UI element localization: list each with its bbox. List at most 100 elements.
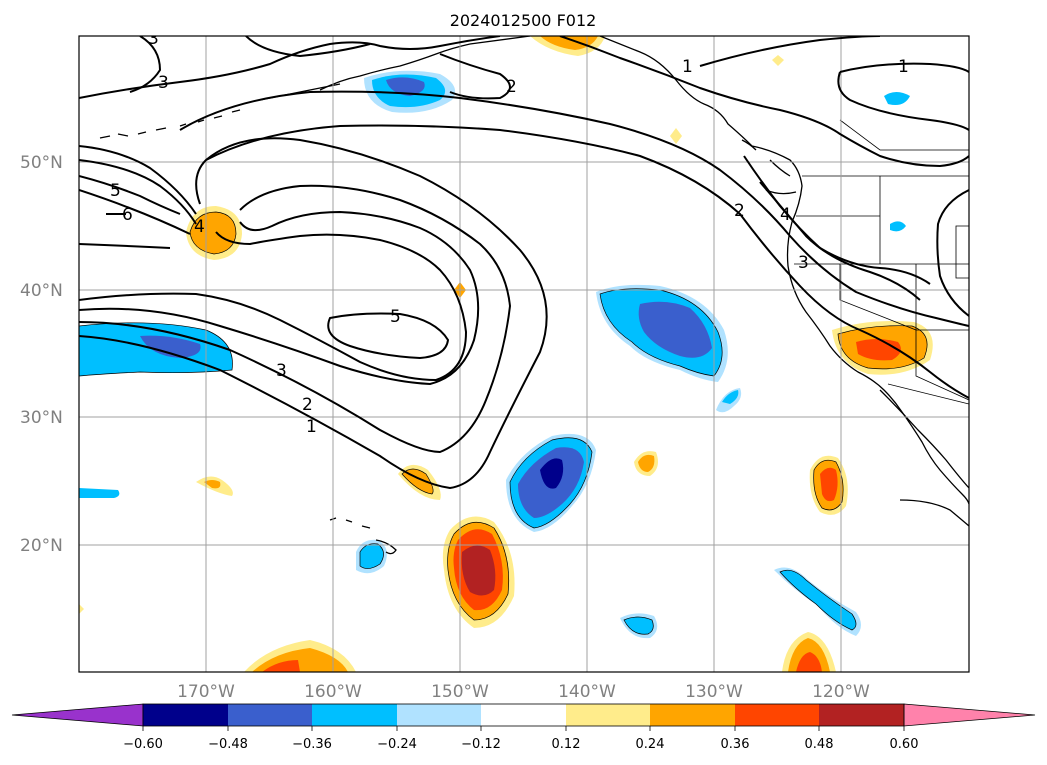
positive-anomaly-168w-small-core xyxy=(204,480,221,489)
contour-label: 1 xyxy=(306,417,317,437)
lat-label-20n: 20°N xyxy=(20,536,63,556)
colorbar-tick-label: 0.24 xyxy=(636,737,665,752)
lon-label-150w: 150°W xyxy=(431,682,489,702)
colorbar-tick-label: −0.12 xyxy=(461,737,501,752)
contour-4-south xyxy=(79,231,468,382)
contour-east-3 xyxy=(759,181,921,301)
contour-4-west xyxy=(79,189,191,235)
contour-1-south xyxy=(79,137,548,490)
mexico-border xyxy=(887,383,969,405)
positive-anomaly-134w-core xyxy=(638,454,655,472)
positive-anomaly-168w-core xyxy=(190,212,236,254)
contour-top-mid xyxy=(245,36,371,58)
contour-top-left-3 xyxy=(129,36,162,93)
colorbar-segment xyxy=(143,704,228,726)
colorbar-tick-labels: −0.60 −0.48 −0.36 −0.24 −0.12 0.12 0.24 … xyxy=(123,737,918,752)
positive-anomaly-125w-tiny xyxy=(772,55,784,66)
colorbar-segment xyxy=(481,704,566,726)
negative-anomaly-143w-max xyxy=(540,458,564,489)
contour-label: 5 xyxy=(110,181,121,201)
lon-label-120w: 120°W xyxy=(812,682,870,702)
latitude-labels: 50°N 40°N 30°N 20°N xyxy=(20,153,63,556)
negative-anomaly-west-band-core xyxy=(140,335,201,358)
map-area: 1 1 1 2 2 2 3 3 3 4 4 5 5 6 3 xyxy=(79,29,969,672)
baja-coast xyxy=(879,389,969,489)
alaska-coast xyxy=(319,36,531,91)
negative-anomaly-west-small xyxy=(79,488,120,498)
contour-label: 2 xyxy=(302,395,313,415)
contour-labels: 1 1 1 2 2 2 3 3 3 4 4 5 5 6 3 xyxy=(110,29,909,437)
contour-north-arc-3 xyxy=(79,36,501,99)
shaded-fields xyxy=(79,36,933,672)
contour-1-ne-right xyxy=(936,189,969,317)
contour-3-south xyxy=(79,210,480,386)
graticule xyxy=(79,36,969,672)
colorbar-tick-label: 0.36 xyxy=(721,737,750,752)
longitude-labels: 170°W 160°W 150°W 140°W 130°W 120°W xyxy=(177,682,870,702)
contour-north-arc-1 xyxy=(205,124,969,399)
political-borders xyxy=(794,119,969,405)
negative-anomaly-ne-small-2 xyxy=(890,221,906,232)
contour-label: 3 xyxy=(158,73,169,93)
contour-label: 3 xyxy=(148,29,159,49)
lon-label-130w: 130°W xyxy=(685,682,743,702)
negative-anomaly-hawaii-core xyxy=(360,543,384,569)
canada-prov-border xyxy=(839,119,969,151)
positive-anomaly-135w-tiny xyxy=(670,128,682,144)
colorbar-segment xyxy=(819,704,904,726)
contour-label: 4 xyxy=(194,217,205,237)
contour-label: 2 xyxy=(734,201,745,221)
contour-1-east-loop xyxy=(837,62,969,131)
contour-label: 5 xyxy=(390,307,401,327)
colorbar-ticks xyxy=(142,726,905,731)
map-title: 2024012500 F012 xyxy=(450,11,597,30)
colorbar-segment xyxy=(650,704,735,726)
colorbar-segment xyxy=(228,704,312,726)
colorbar-segment xyxy=(397,704,481,726)
contour-5-west xyxy=(79,175,181,215)
positive-anomaly-south-122w-inner xyxy=(796,652,822,672)
contour-label: 1 xyxy=(682,57,693,77)
positive-anomaly-149w-max xyxy=(461,545,496,596)
contour-5-center xyxy=(327,312,450,360)
contour-label: 1 xyxy=(898,57,909,77)
contour-label: 3 xyxy=(798,253,809,273)
colorbar-tick-label: 0.12 xyxy=(552,737,581,752)
contour-label: 4 xyxy=(780,205,791,225)
contour-3-west xyxy=(79,243,171,249)
lon-label-160w: 160°W xyxy=(304,682,362,702)
height-contours xyxy=(79,36,969,490)
lat-label-40n: 40°N xyxy=(20,281,63,301)
colorbar-extend-low xyxy=(11,703,144,727)
contour-label: 3 xyxy=(276,361,287,381)
contour-1-northeast xyxy=(559,36,969,168)
colorbar-extend-high xyxy=(903,703,1036,727)
co-border xyxy=(955,225,969,279)
colorbar-segment xyxy=(735,704,819,726)
contour-label: 6 xyxy=(122,205,133,225)
west-mexico-coast xyxy=(899,499,969,527)
negative-anomaly-ne-small xyxy=(884,92,910,105)
az-border xyxy=(915,330,969,401)
lon-label-170w: 170°W xyxy=(177,682,235,702)
nevada-border xyxy=(839,264,917,331)
contour-north-arc-2 xyxy=(179,90,969,327)
map-frame xyxy=(78,35,970,673)
positive-anomaly-120w-core xyxy=(820,467,838,502)
contour-1-north-arc xyxy=(439,53,511,100)
north-america-coast xyxy=(599,36,969,505)
colorbar-tick-label: 0.48 xyxy=(805,737,834,752)
lat-label-30n: 30°N xyxy=(20,408,63,428)
contour-2-trough xyxy=(79,159,197,225)
colorbar-outline xyxy=(142,703,905,727)
positive-anomaly-south-160w-inner xyxy=(262,660,300,672)
colorbar-tick-label: 0.60 xyxy=(890,737,919,752)
negative-anomaly-135w-core xyxy=(638,301,712,358)
negative-anomaly-136w-core xyxy=(624,617,654,635)
contour-2-south xyxy=(79,184,512,454)
contour-trough-north xyxy=(79,145,197,215)
aleutians xyxy=(99,109,241,139)
negative-anomaly-gulf-alaska-strong xyxy=(386,77,425,96)
colorbar-tick-label: −0.36 xyxy=(292,737,332,752)
